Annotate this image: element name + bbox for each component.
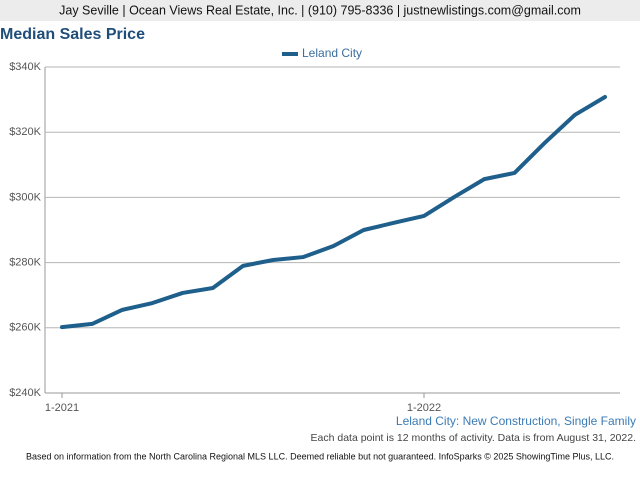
x-tick-label: 1-2022 xyxy=(407,402,441,414)
y-tick-label: $260K xyxy=(9,322,41,334)
x-tick-label: 1-2021 xyxy=(45,402,79,414)
header-bar xyxy=(0,0,640,21)
y-tick-label: $280K xyxy=(9,257,41,269)
header: Jay Seville | Ocean Views Real Estate, I… xyxy=(59,3,581,17)
subject-note: Leland City: New Construction, Single Fa… xyxy=(396,414,636,428)
y-tick-label: $340K xyxy=(9,61,41,73)
y-tick-label: $320K xyxy=(9,126,41,138)
y-tick-label: $240K xyxy=(9,387,41,399)
legend-label: Leland City xyxy=(302,46,362,60)
chart-title: Median Sales Price xyxy=(0,26,145,43)
line xyxy=(60,94,607,330)
disclaimer: Based on information from the North Caro… xyxy=(26,451,614,461)
activity-note: Each data point is 12 months of activity… xyxy=(311,432,637,444)
y-tick-label: $300K xyxy=(9,191,41,203)
